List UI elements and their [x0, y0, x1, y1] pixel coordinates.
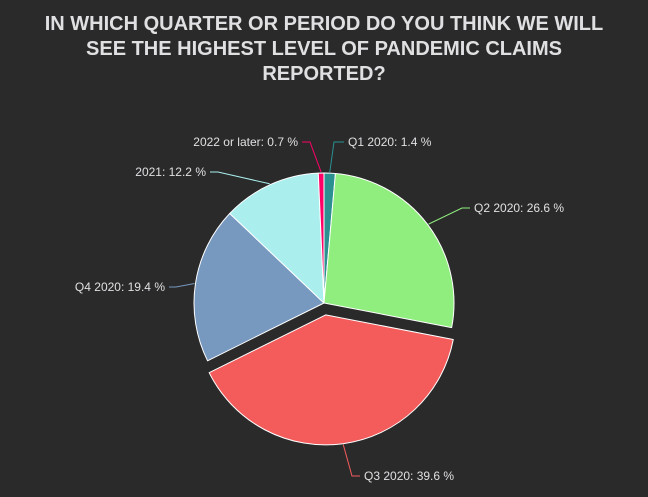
slice-label: 2021: 12.2 %	[135, 165, 206, 179]
pie-slice-q2-2020[interactable]	[323, 173, 455, 329]
slice-labels: Q1 2020: 1.4 % Q2 2020: 26.6 % Q3 2020: 39…	[75, 135, 564, 483]
slice-label: Q4 2020: 19.4 %	[75, 280, 165, 294]
slice-label: Q2 2020: 26.6 %	[474, 201, 564, 215]
label-connectors	[169, 141, 470, 477]
pie-slice-q3-2020[interactable]	[208, 314, 454, 446]
slice-label: Q3 2020: 39.6 %	[364, 469, 454, 483]
slice-label: Q1 2020: 1.4 %	[348, 135, 432, 149]
slice-label: 2022 or later: 0.7 %	[193, 135, 298, 149]
chart-title-line-3: REPORTED?	[262, 63, 386, 85]
chart-title: IN WHICH QUARTER OR PERIOD DO YOU THINK …	[0, 12, 648, 87]
label-connector	[302, 141, 322, 173]
label-connector	[329, 141, 344, 173]
label-connector	[210, 171, 270, 185]
chart-title-line-2: SEE THE HIGHEST LEVEL OF PANDEMIC CLAIMS	[86, 38, 562, 60]
pie-slice-2022-or-later[interactable]	[317, 172, 325, 304]
pie-slice-2021[interactable]	[229, 172, 325, 304]
label-connector	[342, 444, 360, 477]
pie-slice-q4-2020[interactable]	[193, 212, 325, 362]
label-connector	[169, 283, 195, 288]
pie-slices	[193, 172, 455, 446]
label-connector	[428, 207, 470, 225]
chart-title-line-1: IN WHICH QUARTER OR PERIOD DO YOU THINK …	[44, 13, 604, 35]
